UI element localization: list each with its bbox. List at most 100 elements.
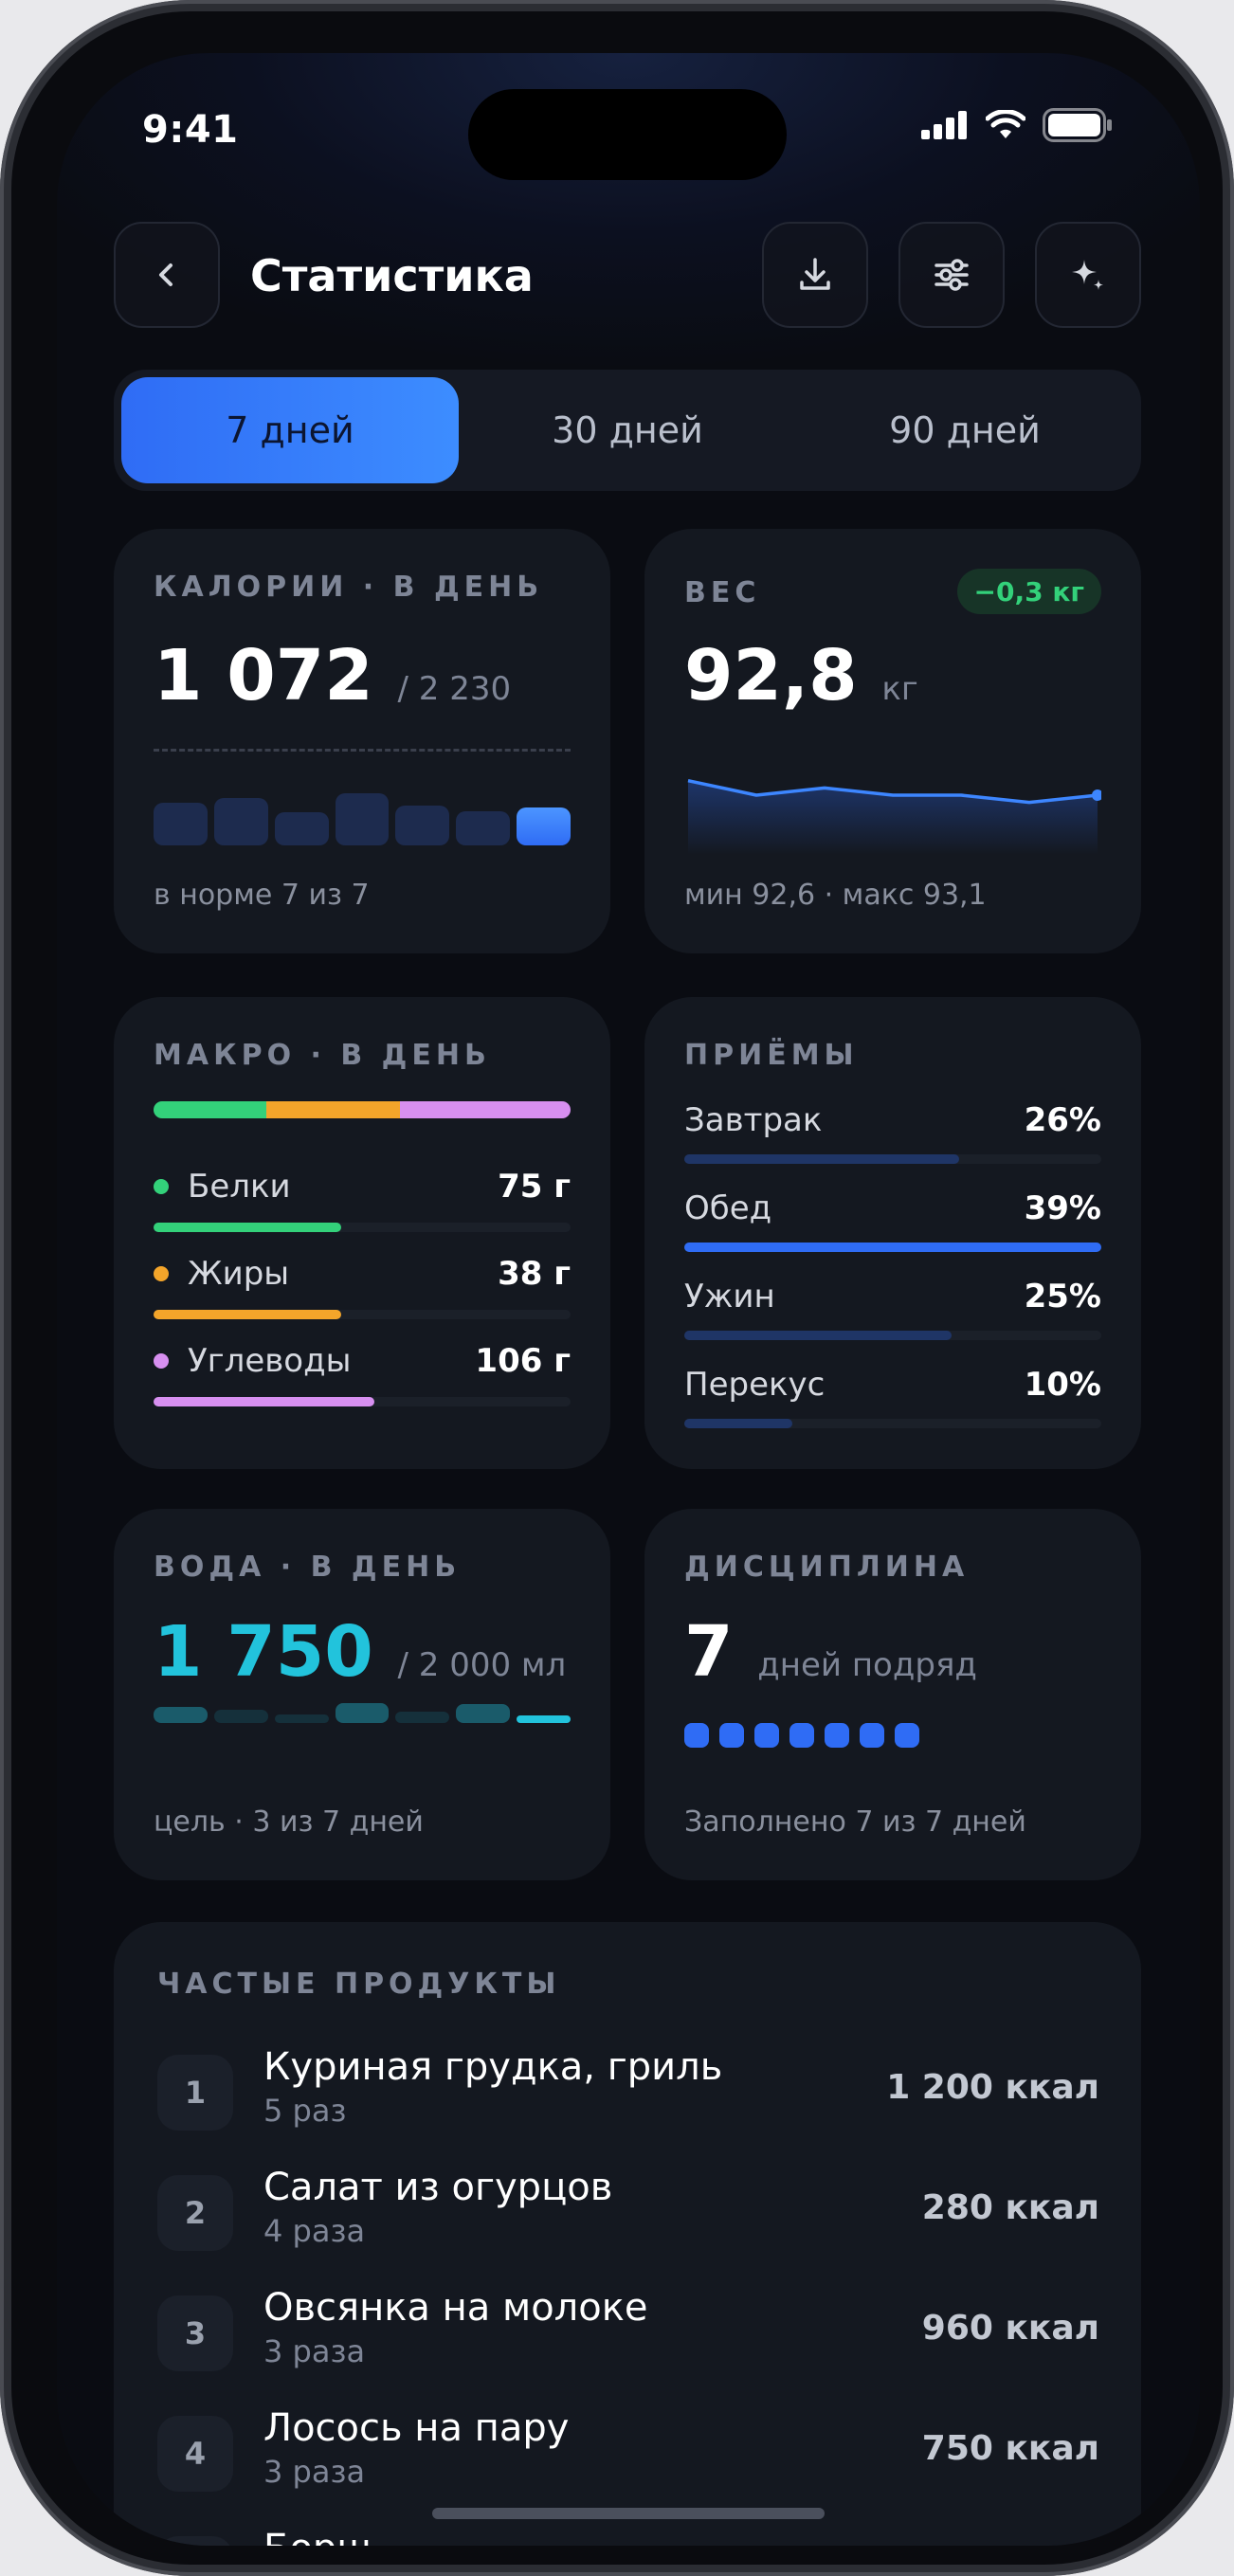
ai-insights-button[interactable] bbox=[1035, 222, 1141, 328]
battery-icon bbox=[1043, 108, 1112, 142]
water-title: ВОДА · В ДЕНЬ bbox=[154, 1551, 462, 1584]
weight-area bbox=[688, 780, 1098, 855]
product-kcal: 280 ккал bbox=[921, 2188, 1099, 2227]
water-day-bar bbox=[213, 1710, 268, 1723]
macro-label: Белки bbox=[154, 1168, 571, 1206]
macro-dot bbox=[154, 1353, 169, 1369]
streak-day-dot bbox=[684, 1723, 709, 1748]
weight-card[interactable]: ВЕС −0,3 кг 92,8 кг мин 92,6 · макс 93,1 bbox=[644, 529, 1141, 953]
product-rank: 1 bbox=[157, 2055, 233, 2131]
meal-track bbox=[684, 1243, 1101, 1252]
discipline-card[interactable]: ДИСЦИПЛИНА 7 дней подряд Заполнено 7 из … bbox=[644, 1509, 1141, 1880]
calories-day-bar bbox=[456, 811, 511, 845]
discipline-title: ДИСЦИПЛИНА bbox=[684, 1551, 970, 1584]
tab-30-days[interactable]: 30 дней bbox=[552, 409, 703, 451]
macro-fill bbox=[154, 1310, 341, 1319]
water-value: 1 750 / 2 000 мл bbox=[154, 1611, 566, 1693]
download-icon bbox=[800, 258, 830, 290]
calories-day-bar bbox=[335, 793, 390, 845]
home-indicator[interactable] bbox=[432, 2508, 825, 2519]
product-row[interactable]: 4 Лосось на пару 3 раза 750 ккал bbox=[157, 2401, 1099, 2507]
weight-change-badge: −0,3 кг bbox=[956, 569, 1101, 614]
meals-card[interactable]: ПРИЁМЫ Завтрак 26% Обед 39% Ужин 25% Перекус 10… bbox=[644, 997, 1141, 1469]
macro-row: Углеводы 106 г bbox=[154, 1342, 571, 1406]
meal-fill bbox=[684, 1154, 960, 1164]
product-name: Лосось на пару bbox=[263, 2406, 570, 2450]
meal-row: Перекус 10% bbox=[684, 1366, 1101, 1428]
calories-bars bbox=[154, 777, 572, 845]
discipline-footer: Заполнено 7 из 7 дней bbox=[684, 1805, 1026, 1839]
meal-share: 26% bbox=[1024, 1101, 1101, 1139]
product-rank: 4 bbox=[157, 2416, 233, 2492]
macro-track bbox=[154, 1397, 571, 1406]
weight-chart bbox=[687, 778, 1101, 855]
streak-day-dot bbox=[789, 1723, 814, 1748]
filters-button[interactable] bbox=[898, 222, 1005, 328]
product-name: Салат из огурцов bbox=[263, 2166, 613, 2209]
water-number: 1 750 bbox=[154, 1611, 373, 1693]
streak-day-dot bbox=[895, 1723, 919, 1748]
product-row[interactable]: 5Борщ630 ккал bbox=[157, 2521, 1099, 2546]
meal-row: Ужин 25% bbox=[684, 1278, 1101, 1340]
target-line bbox=[154, 749, 571, 752]
streak-value: 7 дней подряд bbox=[684, 1611, 977, 1693]
product-kcal: 1 200 ккал bbox=[886, 2068, 1099, 2107]
filters-icon bbox=[935, 259, 969, 291]
weight-title: ВЕС bbox=[684, 576, 761, 609]
screen: 9:41 bbox=[57, 53, 1200, 2546]
calories-card[interactable]: КАЛОРИИ · В ДЕНЬ 1 072 / 2 230 в норме 7… bbox=[114, 529, 610, 953]
tab-90-days[interactable]: 90 дней bbox=[889, 409, 1041, 451]
macro-value: 38 г bbox=[498, 1255, 571, 1293]
water-card[interactable]: ВОДА · В ДЕНЬ 1 750 / 2 000 мл цель · 3 … bbox=[114, 1509, 610, 1880]
macro-label: Углеводы bbox=[154, 1342, 571, 1380]
phone-bezel: 9:41 bbox=[11, 11, 1223, 2565]
meal-track bbox=[684, 1154, 1101, 1164]
water-day-bar bbox=[517, 1715, 572, 1723]
meal-row: Завтрак 26% bbox=[684, 1101, 1101, 1164]
calories-value: 1 072 / 2 230 bbox=[154, 635, 511, 717]
meal-fill bbox=[684, 1331, 952, 1340]
product-name: Куриная грудка, гриль bbox=[263, 2045, 723, 2089]
macro-name: Белки bbox=[188, 1168, 291, 1206]
water-day-bar bbox=[154, 1707, 208, 1723]
product-row[interactable]: 3 Овсянка на молоке 3 раза 960 ккал bbox=[157, 2280, 1099, 2386]
product-row[interactable]: 1 Куриная грудка, гриль 5 раз 1 200 ккал bbox=[157, 2040, 1099, 2146]
water-day-bar bbox=[456, 1704, 511, 1723]
macro-value: 75 г bbox=[498, 1168, 571, 1206]
meal-share: 39% bbox=[1024, 1189, 1101, 1227]
calories-day-bar bbox=[154, 803, 208, 845]
weight-number: 92,8 bbox=[684, 635, 858, 717]
water-day-bar bbox=[395, 1712, 450, 1723]
streak-day-dot bbox=[719, 1723, 744, 1748]
water-day-bar bbox=[335, 1703, 390, 1723]
back-chevron-icon bbox=[159, 263, 172, 286]
product-rank: 3 bbox=[157, 2295, 233, 2371]
tab-7-days[interactable]: 7 дней bbox=[121, 377, 459, 483]
meal-track bbox=[684, 1419, 1101, 1428]
weight-footer: мин 92,6 · макс 93,1 bbox=[684, 879, 987, 912]
macro-name: Жиры bbox=[188, 1255, 290, 1293]
product-row[interactable]: 2 Салат из огурцов 4 раза 280 ккал bbox=[157, 2160, 1099, 2266]
header: Статистика bbox=[114, 222, 1141, 328]
weight-point bbox=[1092, 789, 1101, 801]
status-time: 9:41 bbox=[142, 108, 239, 152]
macro-dot bbox=[154, 1266, 169, 1281]
macros-card[interactable]: МАКРО · В ДЕНЬ Белки 75 г Жиры 38 г Углеводы… bbox=[114, 997, 610, 1469]
wifi-icon bbox=[986, 110, 1025, 138]
meal-row: Обед 39% bbox=[684, 1189, 1101, 1252]
streak-day-dot bbox=[860, 1723, 884, 1748]
sparkle-icon bbox=[1072, 260, 1103, 290]
products-title: ЧАСТЫЕ ПРОДУКТЫ bbox=[157, 1968, 561, 2001]
export-button[interactable] bbox=[762, 222, 868, 328]
calories-title: КАЛОРИИ · В ДЕНЬ bbox=[154, 571, 544, 604]
streak-suffix: дней подряд bbox=[757, 1646, 977, 1684]
product-count: 3 раза bbox=[263, 2333, 366, 2369]
meal-label: Ужин bbox=[684, 1278, 775, 1315]
calories-day-bar bbox=[213, 798, 268, 845]
water-bars bbox=[154, 1695, 572, 1723]
back-button[interactable] bbox=[114, 222, 220, 328]
calories-footer: в норме 7 из 7 bbox=[154, 879, 370, 912]
macro-ratio-segment bbox=[265, 1101, 400, 1118]
macro-ratio-bar bbox=[154, 1101, 571, 1118]
